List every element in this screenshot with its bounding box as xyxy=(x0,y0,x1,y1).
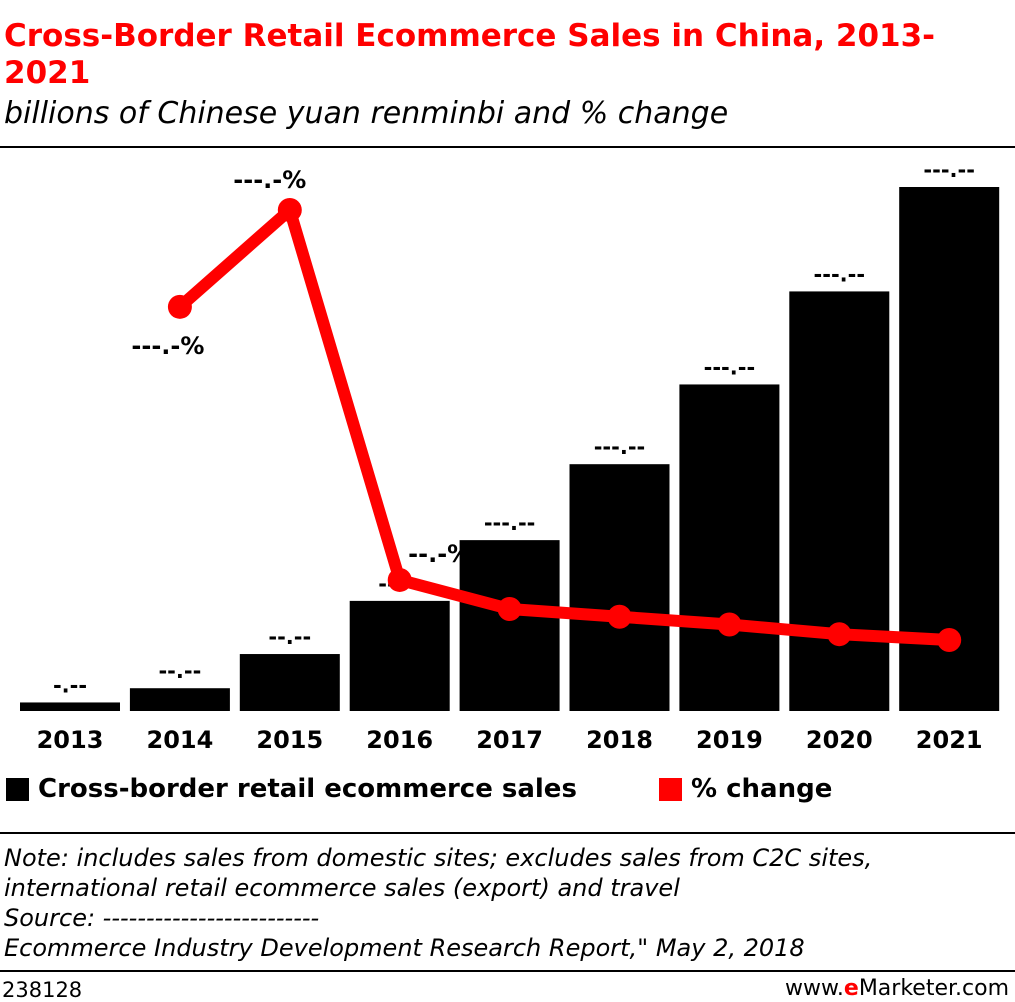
line-value-label: --.-% xyxy=(686,650,749,678)
legend-label-change: % change xyxy=(691,774,833,804)
line-value-label: ---.-% xyxy=(131,332,204,360)
bar xyxy=(569,464,670,711)
notes-divider xyxy=(0,832,1015,834)
line-point xyxy=(497,597,522,622)
brand-prefix: www. xyxy=(784,976,844,1001)
bar-value-label: -.-- xyxy=(53,673,87,697)
bar-value-label: ---.-- xyxy=(923,158,975,182)
line-value-label: --.-% xyxy=(408,540,471,568)
bar-value-label: ---.-- xyxy=(594,435,646,459)
line-value-label: ---.-% xyxy=(233,166,306,194)
line-point xyxy=(827,622,852,647)
bar-value-label: --.-- xyxy=(268,625,311,649)
legend-swatch-change xyxy=(659,777,682,801)
footer-divider xyxy=(0,970,1015,972)
x-tick-label: 2019 xyxy=(696,726,763,754)
source-line: Source: ------------------------- xyxy=(4,904,320,932)
x-tick-label: 2013 xyxy=(37,726,104,754)
line-value-label: --.-% xyxy=(906,665,969,693)
line-value-label: --.-% xyxy=(796,659,859,687)
legend-item-sales: Cross-border retail ecommerce sales xyxy=(6,771,577,807)
chart-title: Cross-Border Retail Ecommerce Sales in C… xyxy=(4,18,936,91)
combo-chart: -.--2013--.--2014--.--2015--.--2016---.-… xyxy=(20,158,1000,754)
bar xyxy=(239,654,340,711)
x-tick-label: 2018 xyxy=(586,726,653,754)
line-point xyxy=(607,604,632,629)
series-line-pct-change xyxy=(173,204,956,646)
line-point xyxy=(717,612,742,637)
bar xyxy=(129,688,230,711)
brand-e: e xyxy=(843,976,859,1001)
brand-rest: Marketer.com xyxy=(858,976,1009,1001)
note-line: Note: includes sales from domestic sites… xyxy=(4,844,873,872)
x-tick-label: 2015 xyxy=(256,726,323,754)
bar-value-label: ---.-- xyxy=(704,355,756,379)
line-point xyxy=(937,628,962,652)
bar xyxy=(20,702,120,711)
line-value-label: --.-% xyxy=(576,642,639,670)
line-value-label: --.-% xyxy=(466,634,529,662)
chart-id: 238128 xyxy=(2,978,83,1002)
note-line: international retail ecommerce sales (ex… xyxy=(4,874,680,902)
legend-item-change: % change xyxy=(659,771,832,807)
legend-swatch-sales xyxy=(6,777,29,801)
bar xyxy=(459,540,560,711)
bar xyxy=(349,600,450,711)
x-tick-label: 2020 xyxy=(806,726,873,754)
bar-value-label: --.-- xyxy=(158,659,201,683)
legend-label-sales: Cross-border retail ecommerce sales xyxy=(38,774,577,804)
line-point xyxy=(387,567,412,592)
line-point xyxy=(167,294,192,319)
notes-block: Note: includes sales from domestic sites… xyxy=(4,843,872,963)
brand-url: www.eMarketer.com xyxy=(785,976,1009,1001)
x-tick-label: 2021 xyxy=(916,726,983,754)
x-tick-label: 2014 xyxy=(147,726,214,754)
top-divider xyxy=(0,146,1015,148)
bar-value-label: ---.-- xyxy=(484,511,536,535)
source-line: Ecommerce Industry Development Research … xyxy=(4,934,805,962)
bar xyxy=(789,291,890,711)
chart-subtitle: billions of Chinese yuan renminbi and % … xyxy=(4,96,729,131)
line-point xyxy=(277,198,302,222)
bar xyxy=(899,187,1000,711)
x-tick-label: 2016 xyxy=(366,726,433,754)
bar-value-label: ---.-- xyxy=(814,262,866,286)
bar xyxy=(679,384,780,711)
x-tick-label: 2017 xyxy=(476,726,543,754)
